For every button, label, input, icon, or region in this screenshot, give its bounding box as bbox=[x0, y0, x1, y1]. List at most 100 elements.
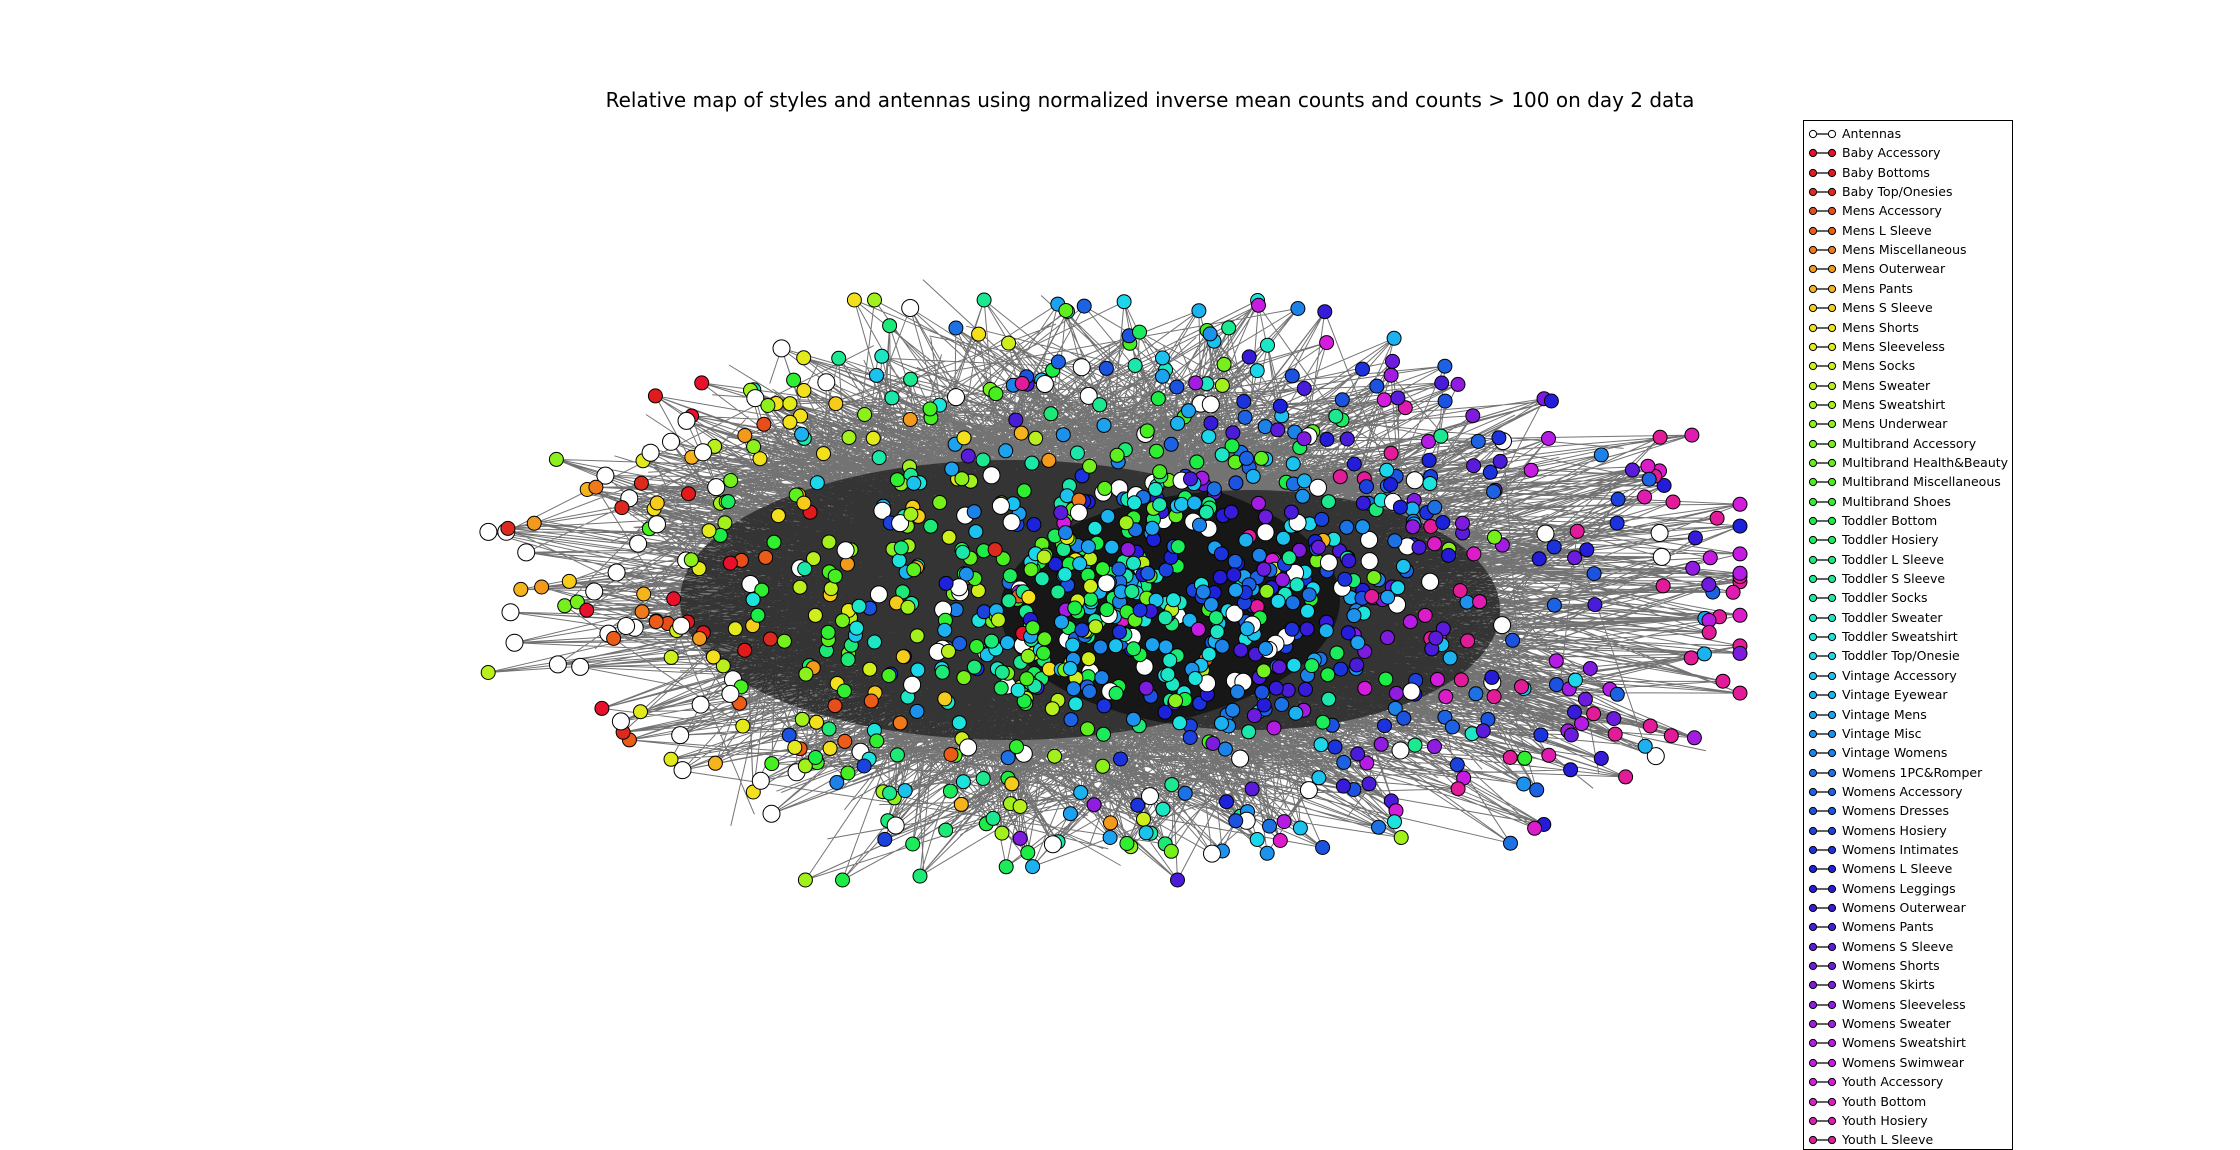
legend-label: Vintage Eyewear bbox=[1842, 687, 1948, 703]
legend-item: Baby Accessory bbox=[1804, 144, 2012, 163]
legend-marker-icon bbox=[1808, 342, 1837, 351]
graph-node bbox=[1257, 419, 1273, 435]
graph-node bbox=[891, 514, 910, 533]
graph-node bbox=[1548, 653, 1564, 669]
legend-item: Toddler Sweater bbox=[1804, 609, 2012, 628]
legend-item: Mens Accessory bbox=[1804, 202, 2012, 221]
legend-label: Multibrand Accessory bbox=[1842, 435, 1977, 451]
graph-node bbox=[1241, 349, 1257, 365]
graph-node bbox=[723, 473, 739, 488]
graph-node bbox=[1009, 739, 1024, 755]
legend-item: Womens Pants bbox=[1804, 918, 2012, 937]
graph-node bbox=[1170, 539, 1186, 555]
graph-node bbox=[1355, 519, 1371, 535]
graph-node bbox=[1430, 672, 1445, 687]
graph-node bbox=[1315, 840, 1331, 855]
graph-node bbox=[1610, 491, 1626, 507]
graph-node bbox=[1319, 335, 1335, 351]
graph-node bbox=[1290, 301, 1306, 316]
graph-node bbox=[1395, 558, 1411, 574]
legend-marker-icon bbox=[1808, 323, 1837, 332]
graph-node bbox=[893, 540, 909, 556]
graph-node bbox=[1607, 726, 1623, 742]
legend-label: Mens Pants bbox=[1842, 280, 1913, 296]
graph-node bbox=[998, 443, 1014, 459]
graph-node bbox=[1058, 525, 1073, 541]
legend-label: Multibrand Miscellaneous bbox=[1842, 474, 2001, 490]
graph-node bbox=[1082, 684, 1097, 699]
graph-node bbox=[1109, 447, 1125, 463]
graph-node bbox=[1270, 593, 1286, 609]
graph-node bbox=[821, 534, 837, 550]
graph-node bbox=[1127, 358, 1143, 373]
graph-node bbox=[1453, 672, 1469, 688]
graph-node bbox=[966, 659, 982, 675]
graph-node bbox=[1275, 530, 1291, 546]
graph-node bbox=[1466, 458, 1482, 474]
graph-node bbox=[1150, 391, 1166, 407]
graph-node bbox=[1082, 458, 1098, 474]
graph-node bbox=[1249, 832, 1265, 847]
legend-marker-icon bbox=[1808, 1136, 1837, 1145]
graph-node bbox=[1055, 427, 1071, 443]
legend-label: Baby Bottoms bbox=[1842, 164, 1930, 180]
graph-node bbox=[955, 544, 971, 560]
graph-node bbox=[1405, 519, 1421, 535]
graph-node bbox=[806, 551, 821, 567]
graph-node bbox=[594, 700, 610, 716]
graph-node bbox=[1650, 524, 1669, 542]
graph-node bbox=[1132, 602, 1148, 618]
graph-node bbox=[1383, 367, 1399, 383]
graph-node bbox=[1203, 415, 1219, 431]
graph-node bbox=[1652, 429, 1668, 445]
graph-node bbox=[1214, 447, 1230, 463]
graph-node bbox=[987, 542, 1003, 558]
graph-node bbox=[745, 592, 761, 608]
graph-node bbox=[1355, 361, 1370, 377]
graph-node bbox=[1435, 515, 1451, 530]
legend-marker-icon bbox=[1808, 613, 1837, 622]
graph-node bbox=[1475, 723, 1491, 739]
graph-node bbox=[694, 375, 710, 391]
graph-node bbox=[1281, 550, 1297, 566]
graph-node bbox=[1606, 711, 1622, 727]
graph-node bbox=[1543, 393, 1559, 409]
graph-node bbox=[863, 693, 879, 709]
graph-node bbox=[816, 446, 831, 462]
graph-node bbox=[1421, 434, 1436, 449]
graph-node bbox=[798, 666, 814, 682]
legend-label: Womens 1PC&Romper bbox=[1842, 764, 1983, 780]
graph-node bbox=[892, 715, 908, 731]
legend-marker-icon bbox=[1808, 749, 1837, 758]
graph-node bbox=[787, 739, 803, 755]
graph-node bbox=[1083, 591, 1099, 607]
graph-node bbox=[943, 747, 959, 762]
graph-node bbox=[571, 657, 590, 676]
graph-node bbox=[1100, 508, 1116, 524]
graph-node bbox=[1271, 659, 1287, 675]
graph-node bbox=[1385, 353, 1400, 369]
graph-node bbox=[1166, 592, 1181, 608]
graph-node bbox=[1169, 379, 1185, 395]
graph-node bbox=[1396, 710, 1412, 726]
graph-node bbox=[1136, 811, 1151, 827]
graph-node bbox=[1646, 747, 1665, 766]
graph-node bbox=[849, 620, 865, 636]
graph-node bbox=[1319, 431, 1335, 447]
graph-node bbox=[906, 475, 922, 491]
graph-node bbox=[1586, 566, 1602, 582]
graph-node bbox=[1387, 533, 1403, 549]
network-graph bbox=[479, 279, 1748, 888]
legend-item: Youth Accessory bbox=[1804, 1073, 2012, 1092]
graph-node bbox=[1450, 376, 1466, 392]
graph-node bbox=[1732, 645, 1748, 661]
graph-node bbox=[910, 662, 926, 678]
graph-node bbox=[722, 555, 738, 571]
legend-label: Vintage Mens bbox=[1842, 706, 1927, 722]
graph-node bbox=[1618, 769, 1634, 785]
graph-node bbox=[1081, 651, 1097, 667]
graph-node bbox=[1000, 635, 1015, 651]
graph-node bbox=[1256, 663, 1272, 679]
graph-node bbox=[1336, 754, 1352, 770]
graph-node bbox=[1285, 595, 1301, 611]
